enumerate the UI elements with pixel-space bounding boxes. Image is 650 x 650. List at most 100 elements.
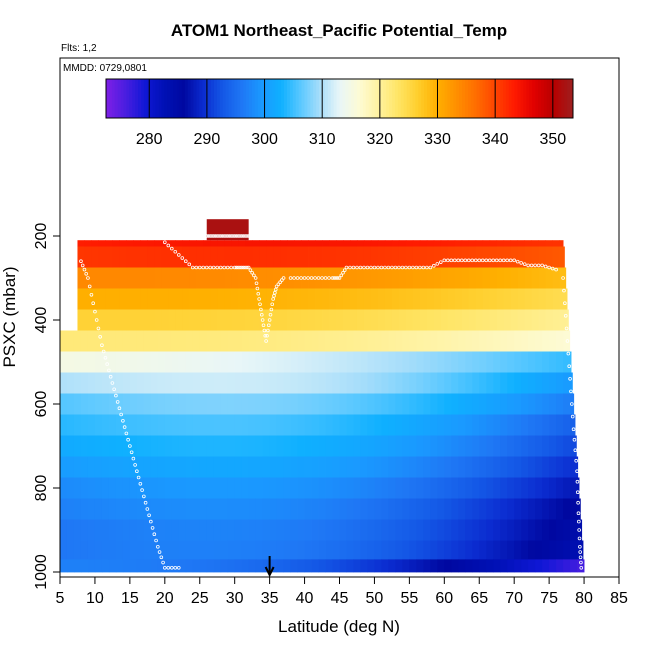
heatmap-cell [542, 414, 550, 436]
heatmap-cell [276, 435, 284, 457]
heatmap-cell [458, 559, 466, 573]
heatmap-cell [465, 393, 473, 415]
heatmap-cell [241, 456, 250, 478]
heatmap-cell [143, 540, 152, 560]
heatmap-cell [493, 519, 501, 541]
heatmap-cell [521, 372, 529, 394]
heatmap-cell [238, 267, 246, 289]
heatmap-cell [224, 246, 232, 268]
heatmap-cell [294, 288, 302, 310]
heatmap-cell [500, 540, 508, 560]
heatmap-cell [332, 414, 340, 436]
heatmap-cell [80, 477, 89, 499]
heatmap-cell [528, 351, 536, 373]
colorbar-segment [453, 79, 457, 118]
colorbar-segment [342, 79, 346, 118]
heatmap-cell [203, 288, 211, 310]
flight-track-point [157, 550, 162, 554]
heatmap-cell [472, 351, 480, 373]
heatmap-cell [80, 372, 89, 394]
flight-track-point [224, 234, 228, 238]
heatmap-cell [507, 414, 515, 436]
heatmap-cell [150, 456, 159, 478]
heatmap-cell [409, 498, 417, 520]
heatmap-cell [528, 477, 536, 499]
heatmap-cell [115, 435, 124, 457]
heatmap-cell [524, 288, 533, 310]
heatmap-cell [465, 540, 473, 560]
flight-track-point [567, 364, 572, 369]
heatmap-cell [196, 267, 204, 289]
heatmap-cell [468, 267, 477, 289]
heatmap-cell [98, 309, 106, 331]
heatmap-cell [521, 435, 529, 457]
heatmap-cell [182, 246, 190, 268]
heatmap-cell [108, 435, 117, 457]
heatmap-cell [489, 267, 498, 289]
heatmap-cell [353, 540, 361, 560]
heatmap-cell [84, 246, 92, 268]
heatmap-cell [447, 246, 456, 268]
flight-track-point [576, 511, 581, 516]
colorbar-segment [135, 79, 139, 118]
heatmap-cell [346, 372, 354, 394]
heatmap-cell [493, 540, 501, 560]
heatmap-cell [185, 540, 194, 560]
colorbar-tick-labels: 280 290 300 310 320 330 340 350 [136, 131, 566, 148]
heatmap-cell [112, 267, 120, 289]
heatmap-cell [430, 351, 438, 373]
heatmap-cell [451, 351, 459, 373]
flight-track-point [526, 263, 530, 268]
heatmap-cell [353, 498, 361, 520]
heatmap-cell [227, 519, 236, 541]
y-tick-label: 200 [33, 223, 50, 250]
heatmap-cell [66, 519, 75, 541]
heatmap-cell [217, 288, 225, 310]
heatmap-cell [255, 372, 264, 394]
heatmap-cell [566, 309, 569, 331]
heatmap-cell [259, 309, 267, 331]
heatmap-cell [164, 559, 173, 573]
heatmap-cell [66, 456, 75, 478]
flight-track-point [79, 259, 83, 264]
colorbar-segment [354, 79, 358, 118]
heatmap-cell [409, 435, 417, 457]
colorbar-segment [476, 79, 480, 118]
heatmap-cell [412, 246, 421, 268]
colorbar-segment [146, 79, 151, 118]
heatmap-cell [248, 330, 257, 352]
heatmap-cell [563, 498, 571, 520]
heatmap-cell [507, 372, 515, 394]
x-tick-label: 30 [226, 590, 244, 607]
heatmap-cell [346, 414, 354, 436]
heatmap-cell [227, 540, 236, 560]
heatmap-cell [332, 540, 340, 560]
heatmap-cell [423, 414, 431, 436]
flight-track-point [211, 265, 216, 270]
heatmap-cell [388, 351, 396, 373]
heatmap-cell [325, 372, 333, 394]
heatmap-cell [171, 477, 180, 499]
heatmap-cell [273, 240, 281, 247]
heatmap-cell [182, 288, 190, 310]
heatmap-cell [87, 414, 96, 436]
heatmap-cell [304, 519, 312, 541]
heatmap-cell [388, 372, 396, 394]
heatmap-cell [210, 246, 218, 268]
heatmap-cell [486, 477, 494, 499]
heatmap-cell [430, 456, 438, 478]
heatmap-cell [412, 309, 421, 331]
flight-track-point [273, 287, 278, 292]
heatmap-cell [332, 456, 340, 478]
heatmap-cell [514, 372, 522, 394]
colorbar-segment [275, 79, 279, 118]
flight-track-point [80, 263, 85, 268]
heatmap-cell [311, 393, 319, 415]
heatmap-cell [332, 559, 340, 573]
flight-track-point [110, 381, 115, 385]
heatmap-cell [252, 267, 260, 289]
flight-track-point [140, 488, 144, 492]
heatmap-cell [101, 477, 110, 499]
heatmap-cell [367, 372, 375, 394]
flight-track-point [400, 265, 405, 270]
